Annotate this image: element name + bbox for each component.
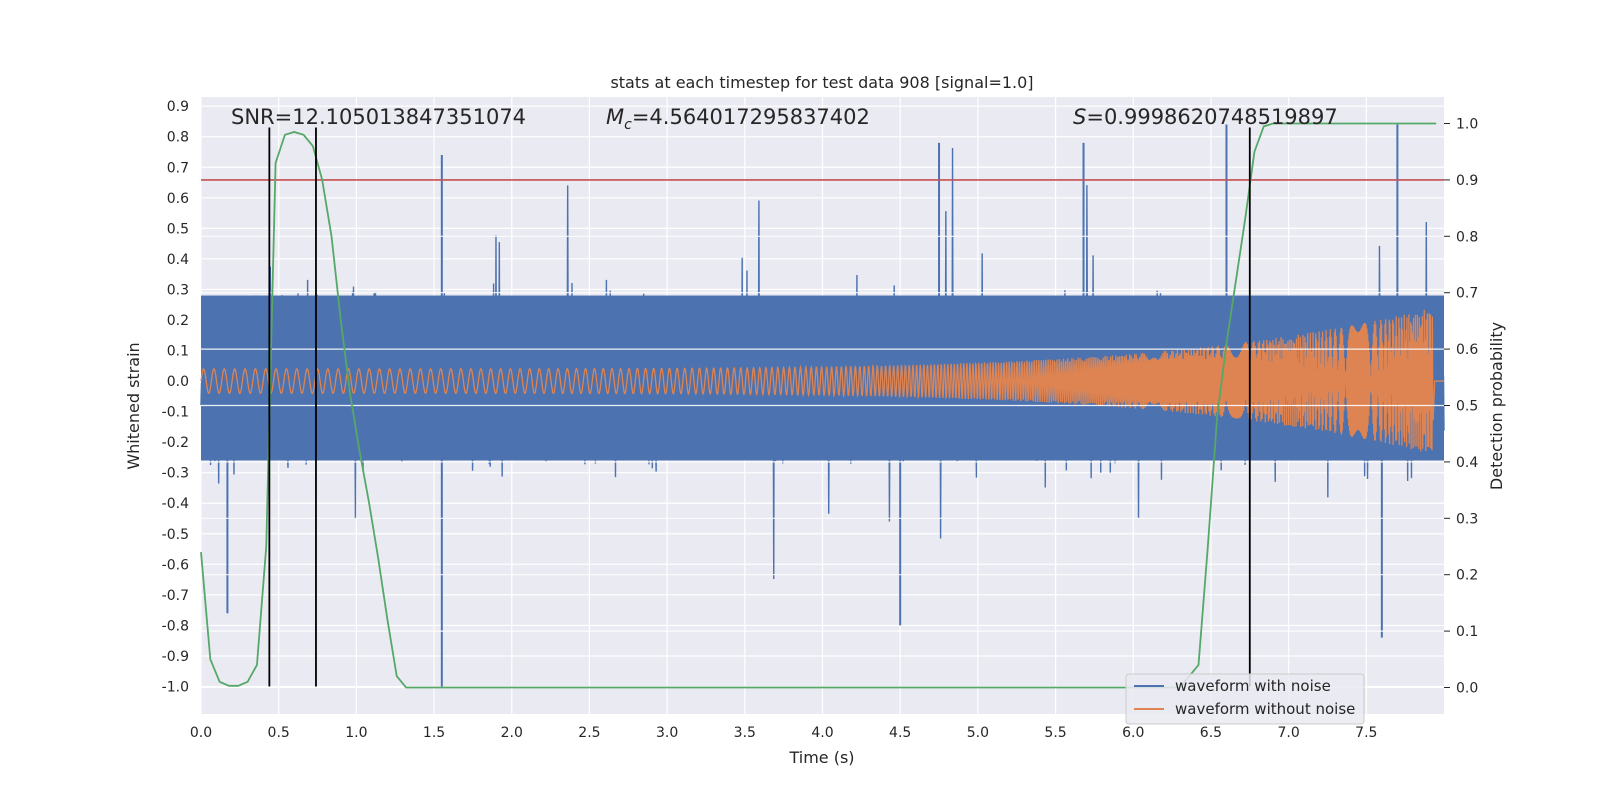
snr-annotation: SNR=12.105013847351074: [231, 105, 526, 129]
chirp-mass-annotation: Mc=4.564017295837402: [606, 105, 870, 133]
y-tick-label: -0.8: [162, 618, 189, 634]
y-tick-label: -0.7: [162, 588, 189, 604]
y-tick-label: 0.7: [167, 160, 189, 176]
s-symbol: S: [1073, 105, 1086, 129]
legend-label-noise: waveform with noise: [1175, 677, 1331, 695]
x-tick-label: 0.5: [268, 725, 290, 741]
y2-tick-label: 1.0: [1456, 117, 1478, 133]
x-tick-label: 1.0: [345, 725, 367, 741]
x-axis-ticks: 0.0 0.5 1.0 1.5 2.0 2.5 3.0 3.5 4.0 4.5 5.0 5.5 6.0 6…: [190, 725, 1378, 741]
clean-waveform-line: [200, 309, 1444, 452]
y2-tick-label: 0.9: [1456, 173, 1478, 189]
vertical-markers: [268, 127, 1251, 687]
x-tick-label: 3.5: [734, 725, 756, 741]
y-tick-label: 0.5: [167, 221, 189, 237]
y2-axis-label: Detection probability: [1487, 322, 1506, 490]
x-axis-label: Time (s): [788, 748, 854, 767]
y2-tick-label: 0.1: [1456, 624, 1478, 640]
y-tick-label: 0.0: [167, 374, 189, 390]
y-axis-label: Whitened strain: [124, 342, 143, 469]
x-tick-label: 6.0: [1122, 725, 1144, 741]
detection-probability-line: [200, 122, 1437, 689]
y-tick-label: 0.2: [167, 313, 189, 329]
chart-title: stats at each timestep for test data 908…: [610, 73, 1033, 92]
y2-tick-label: 0.2: [1456, 568, 1478, 584]
mc-value: =4.564017295837402: [632, 105, 870, 129]
x-tick-label: 0.0: [190, 725, 212, 741]
s-annotation: S=0.9998620748519897: [1073, 105, 1338, 129]
y-tick-label: 0.4: [167, 252, 189, 268]
legend: waveform with noise waveform without noi…: [1125, 673, 1365, 725]
x-tick-label: 3.0: [656, 725, 678, 741]
y-tick-label: -0.5: [162, 527, 189, 543]
x-tick-label: 4.0: [811, 725, 833, 741]
mc-symbol: M: [606, 105, 624, 129]
x-tick-label: 7.5: [1355, 725, 1377, 741]
x-tick-label: 2.5: [578, 725, 600, 741]
x-tick-label: 6.5: [1200, 725, 1222, 741]
x-tick-label: 4.5: [889, 725, 911, 741]
y-axis-ticks: 0.9 0.8 0.7 0.6 0.5 0.4 0.3 0.2 0.1 0.0 -0.1 -0.2 -0…: [162, 99, 189, 695]
x-tick-label: 5.5: [1044, 725, 1066, 741]
s-value: =0.9998620748519897: [1086, 105, 1337, 129]
y-tick-label: 0.6: [167, 191, 189, 207]
x-tick-label: 1.5: [423, 725, 445, 741]
y-tick-label: -0.3: [162, 466, 189, 482]
y2-tick-label: 0.0: [1456, 680, 1478, 696]
y-tick-label: -1.0: [162, 680, 189, 696]
x-tick-label: 5.0: [967, 725, 989, 741]
y-tick-label: -0.9: [162, 649, 189, 665]
y-tick-label: 0.3: [167, 282, 189, 298]
y2-tick-label: 0.3: [1456, 511, 1478, 527]
y-tick-label: -0.2: [162, 435, 189, 451]
y2-tick-label: 0.4: [1456, 455, 1478, 471]
detection-probability-series: [200, 122, 1437, 689]
y2-tick-label: 0.6: [1456, 342, 1478, 358]
y2-tick-label: 0.8: [1456, 229, 1478, 245]
y-tick-label: 0.1: [167, 344, 189, 360]
y2-tick-label: 0.7: [1456, 286, 1478, 302]
y-tick-label: -0.1: [162, 405, 189, 421]
y-tick-label: -0.4: [162, 496, 189, 512]
mc-subscript: c: [624, 117, 632, 133]
y-tick-label: -0.6: [162, 557, 189, 573]
y2-axis-ticks: 1.0 0.9 0.8 0.7 0.6 0.5 0.4 0.3 0.2 0.1 0.0: [1444, 117, 1478, 696]
x-tick-label: 2.0: [501, 725, 523, 741]
legend-label-clean: waveform without noise: [1175, 700, 1355, 718]
x-tick-label: 7.0: [1277, 725, 1299, 741]
legend-box: [1125, 673, 1365, 725]
clean-waveform-series: [200, 309, 1444, 452]
y-tick-label: 0.8: [167, 130, 189, 146]
y2-tick-label: 0.5: [1456, 399, 1478, 415]
y-tick-label: 0.9: [167, 99, 189, 115]
